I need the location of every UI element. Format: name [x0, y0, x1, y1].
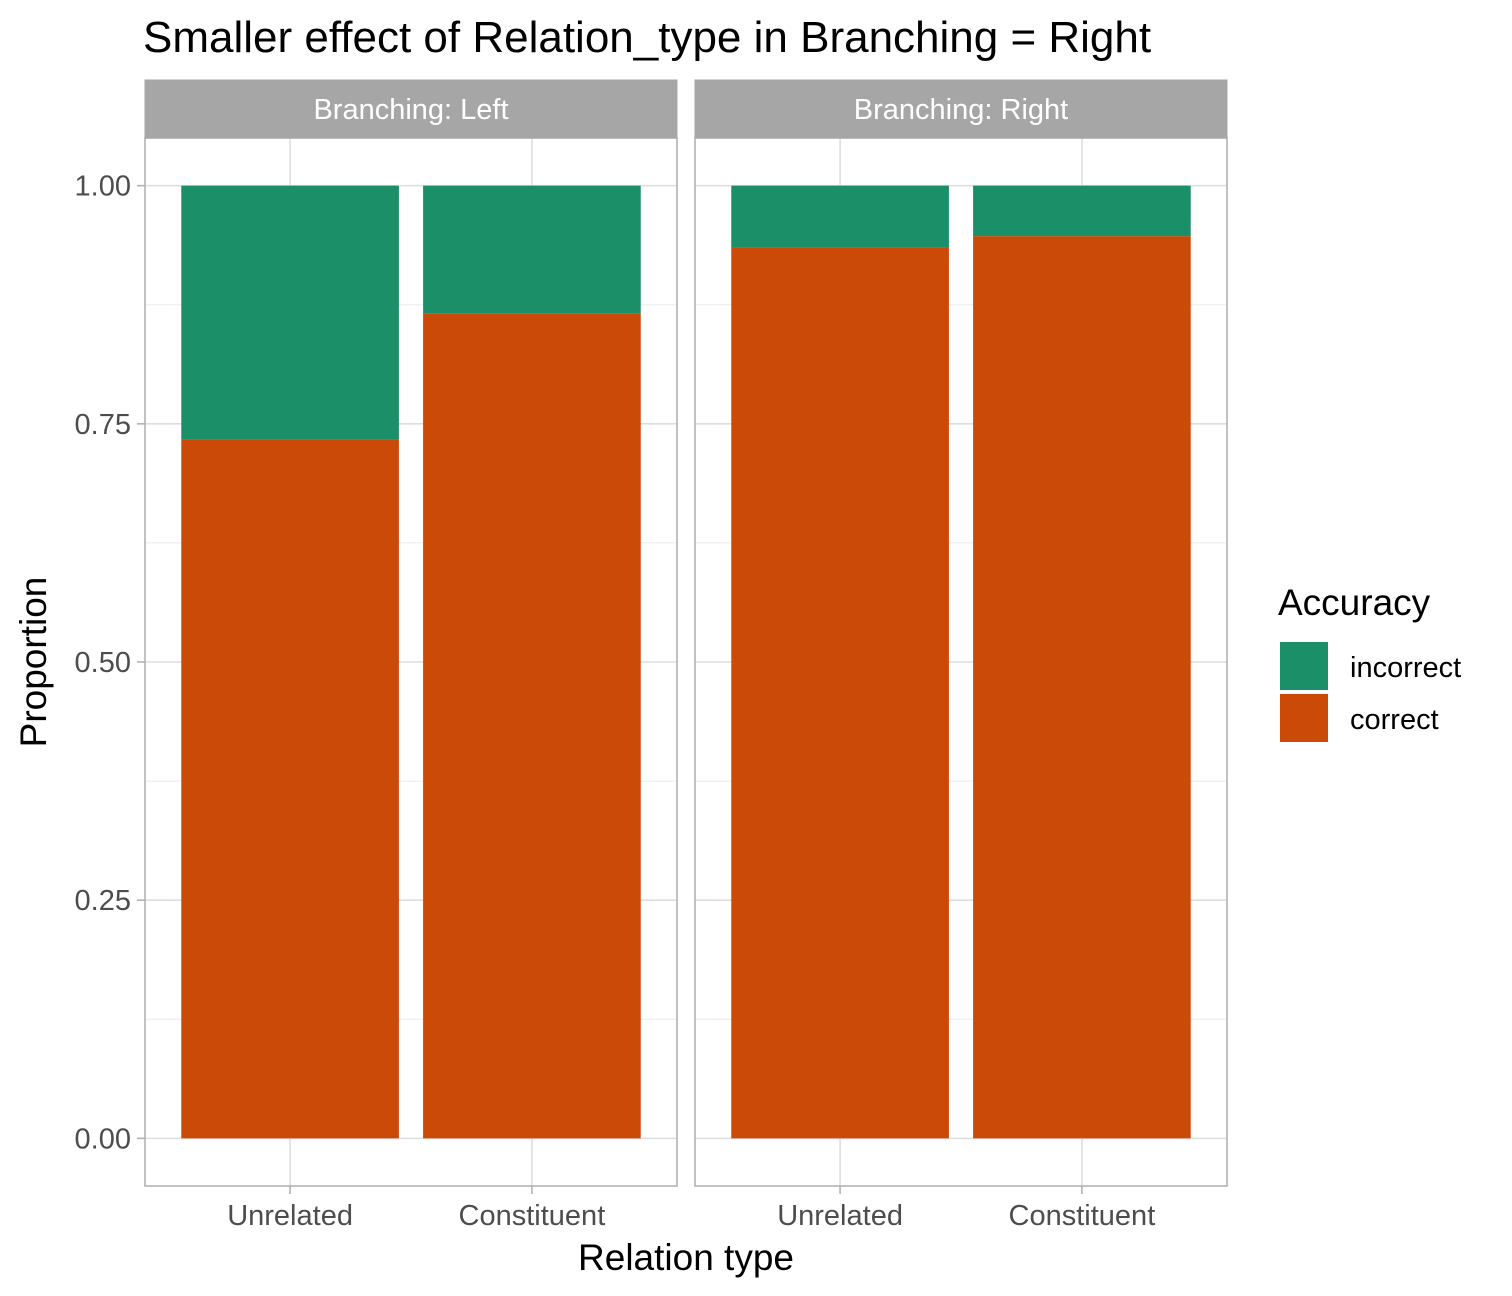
- bar-incorrect-constituent: [973, 185, 1191, 237]
- legend-label-incorrect: incorrect: [1350, 652, 1461, 684]
- bar-correct-unrelated: [731, 247, 949, 1139]
- bar-incorrect-unrelated: [731, 185, 949, 248]
- x-tick-label: Constituent: [1009, 1200, 1156, 1232]
- bar-incorrect-unrelated: [181, 185, 399, 440]
- y-tick-label: 0.00: [75, 1123, 131, 1155]
- y-axis: 0.00 0.25 0.50 0.75 1.00: [75, 171, 145, 1155]
- y-axis-title: Proportion: [13, 577, 54, 748]
- facet-strip: [144, 79, 678, 139]
- legend-key-correct: [1280, 694, 1328, 742]
- bar-correct-unrelated: [181, 439, 399, 1139]
- facet-panel-2: Unrelated Constituent Branching: Right: [694, 79, 1228, 1232]
- bar-correct-constituent: [973, 236, 1191, 1139]
- bar-correct-constituent: [423, 313, 641, 1139]
- bar-incorrect-constituent: [423, 185, 641, 314]
- facet-strip-label: Branching: Left: [313, 94, 508, 126]
- legend-key-incorrect: [1280, 642, 1328, 690]
- y-tick-label: 1.00: [75, 171, 131, 203]
- facet-strip: [694, 79, 1228, 139]
- legend-label-correct: correct: [1350, 704, 1439, 736]
- y-tick-label: 0.25: [75, 885, 131, 917]
- chart-title: Smaller effect of Relation_type in Branc…: [143, 13, 1151, 62]
- facet-strip-label: Branching: Right: [854, 94, 1068, 126]
- y-tick-label: 0.75: [75, 409, 131, 441]
- legend: Accuracy incorrect correct: [1278, 582, 1461, 742]
- x-tick-label: Unrelated: [777, 1200, 903, 1232]
- x-tick-label: Unrelated: [227, 1200, 353, 1232]
- legend-title: Accuracy: [1278, 582, 1431, 623]
- facet-panel-1: Unrelated Constituent Branching: Left: [144, 79, 678, 1232]
- x-axis-title: Relation type: [578, 1237, 794, 1278]
- y-tick-label: 0.50: [75, 647, 131, 679]
- x-tick-label: Constituent: [459, 1200, 606, 1232]
